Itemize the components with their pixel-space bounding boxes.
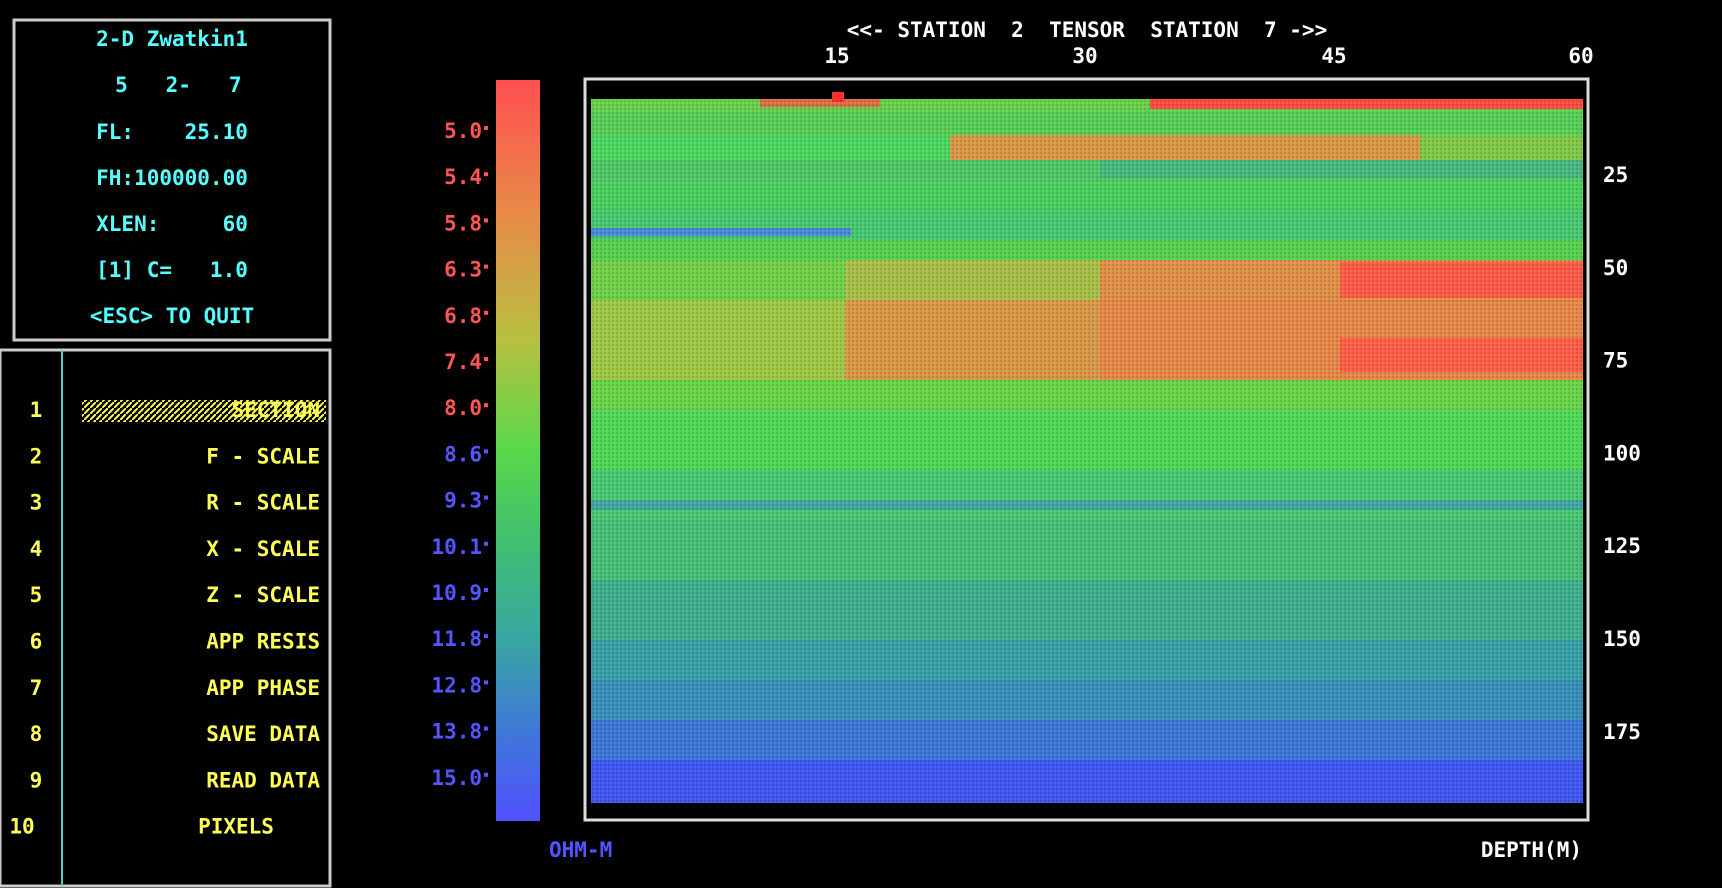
menu-item[interactable]: R - SCALE	[206, 491, 320, 515]
scale-tick	[484, 680, 488, 685]
menu-key[interactable]: 3	[30, 491, 43, 515]
info-line: FL: 25.10	[96, 120, 248, 144]
info-box	[12, 18, 332, 342]
scale-unit: OHM-M	[549, 838, 612, 862]
menu-item[interactable]: SECTION	[231, 398, 320, 422]
scale-tick	[484, 449, 488, 454]
menu-item[interactable]: X - SCALE	[206, 537, 320, 561]
menu-item[interactable]: APP PHASE	[206, 676, 320, 700]
depth-tick-label: 175	[1603, 720, 1641, 744]
scale-tick	[484, 264, 488, 269]
header: <<- STATION 2 TENSOR STATION 7 ->>	[847, 18, 1327, 42]
dither-overlay	[591, 99, 1583, 803]
scale-tick	[484, 772, 488, 777]
menu-item[interactable]: SAVE DATA	[206, 722, 320, 746]
depth-tick-label: 100	[1603, 441, 1641, 465]
info-line: 5 2- 7	[102, 73, 241, 97]
menu-key[interactable]: 2	[30, 444, 43, 468]
scale-label: 6.3	[444, 258, 482, 282]
color-bar	[496, 80, 540, 821]
scale-tick	[484, 126, 488, 130]
scale-tick	[484, 403, 488, 408]
x-tick-label: 30	[1072, 44, 1097, 68]
scale-tick	[484, 357, 488, 361]
scale-label: 9.3	[444, 489, 482, 513]
menu-item[interactable]: READ DATA	[206, 768, 320, 792]
menu-item[interactable]: APP RESIS	[206, 630, 320, 654]
menu-key[interactable]: 5	[30, 583, 43, 607]
scale-tick	[484, 541, 488, 546]
scale-tick	[484, 588, 488, 592]
scale-tick	[484, 218, 488, 223]
x-tick-label: 60	[1568, 44, 1593, 68]
scale-tick	[484, 310, 488, 315]
info-line: 2-D Zwatkin1	[96, 27, 248, 51]
scale-label: 15.0	[431, 766, 482, 790]
x-tick-label: 45	[1321, 44, 1346, 68]
scale-label: 5.8	[444, 211, 482, 235]
depth-label: DEPTH(M)	[1481, 838, 1582, 862]
scale-label: 6.8	[444, 304, 482, 328]
scale-tick	[484, 172, 488, 177]
menu-key[interactable]: 7	[30, 676, 43, 700]
depth-tick-label: 75	[1603, 349, 1628, 373]
scale-label: 5.4	[444, 165, 482, 189]
info-line: [1] C= 1.0	[96, 258, 248, 282]
scale-tick	[484, 634, 488, 639]
menu-key[interactable]: 4	[30, 537, 43, 561]
menu-highlight	[82, 400, 326, 422]
scale-label: 10.1	[431, 535, 482, 559]
scale-label: 12.8	[431, 673, 482, 697]
menu-key[interactable]: 8	[30, 722, 43, 746]
depth-tick-label: 25	[1603, 163, 1628, 187]
info-line: <ESC> TO QUIT	[90, 304, 254, 328]
scale-label: 10.9	[431, 581, 482, 605]
info-line: XLEN: 60	[96, 212, 248, 236]
info-line: FH:100000.00	[96, 166, 248, 190]
x-tick-label: 15	[824, 44, 849, 68]
scale-label: 7.4	[444, 350, 482, 374]
menu-box	[0, 348, 332, 888]
menu-key[interactable]: 10	[9, 815, 34, 839]
scale-label: 13.8	[431, 720, 482, 744]
menu-item[interactable]: F - SCALE	[206, 444, 320, 468]
scale-tick	[484, 495, 488, 500]
depth-tick-label: 150	[1603, 627, 1641, 651]
menu-key[interactable]: 6	[30, 630, 43, 654]
scale-label: 11.8	[431, 627, 482, 651]
depth-tick-label: 125	[1603, 534, 1641, 558]
menu-item[interactable]: PIXELS	[198, 815, 274, 839]
menu-key[interactable]: 9	[30, 768, 43, 792]
scale-label: 8.0	[444, 396, 482, 420]
scale-label: 5.0	[444, 119, 482, 143]
station-marker	[832, 92, 844, 102]
scale-tick	[484, 726, 488, 731]
scale-label: 8.6	[444, 442, 482, 466]
depth-tick-label: 50	[1603, 256, 1628, 280]
menu-item[interactable]: Z - SCALE	[206, 583, 320, 607]
menu-key[interactable]: 1	[30, 398, 43, 422]
